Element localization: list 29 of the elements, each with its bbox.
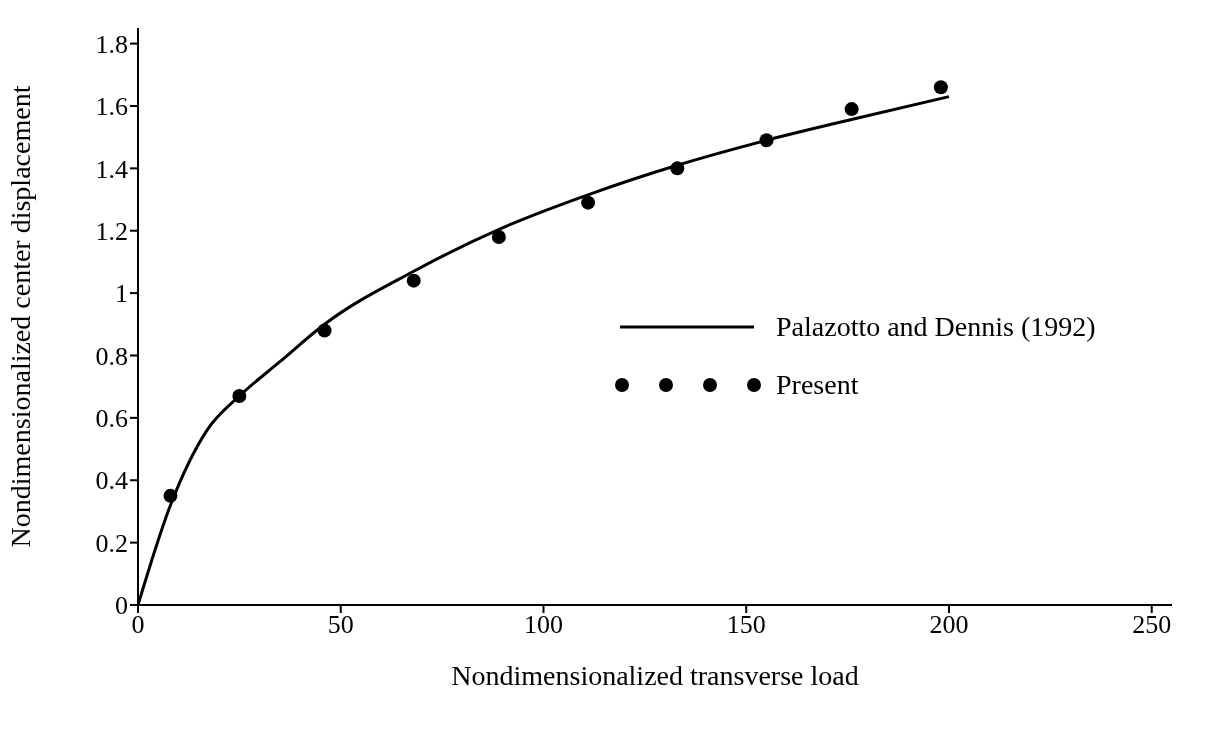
x-tick-label: 200 <box>929 610 969 640</box>
point <box>844 102 859 117</box>
x-tick-label: 100 <box>523 610 563 640</box>
y-tick-label: 0 <box>115 591 128 621</box>
x-axis-title: Nondimensionalized transverse load <box>451 660 859 691</box>
point <box>933 80 948 95</box>
y-tick-label: 1.4 <box>95 154 128 184</box>
y-tick-label: 0.2 <box>95 528 128 558</box>
point <box>759 133 774 148</box>
y-tick-label: 1.2 <box>95 216 128 246</box>
legend-label: Palazotto and Dennis (1992) <box>776 311 1096 343</box>
y-tick-label: 1.6 <box>95 92 128 122</box>
point <box>581 195 596 210</box>
y-tick-label: 0.8 <box>95 341 128 371</box>
point <box>232 389 247 404</box>
point <box>406 273 421 288</box>
point <box>163 488 178 503</box>
x-tick-label: 50 <box>327 610 354 640</box>
y-tick-label: 0.6 <box>95 404 128 434</box>
y-axis-title: Nondimensionalized center displacement <box>4 85 36 548</box>
y-tick-label: 0.4 <box>95 466 128 496</box>
point <box>491 229 506 244</box>
y-tick-label: 1.8 <box>95 29 128 59</box>
x-tick-label: 250 <box>1132 610 1172 640</box>
y-tick-label: 1 <box>115 279 128 309</box>
legend-label: Present <box>776 369 859 401</box>
point <box>670 161 685 176</box>
point <box>317 323 332 338</box>
x-tick-label: 150 <box>726 610 766 640</box>
